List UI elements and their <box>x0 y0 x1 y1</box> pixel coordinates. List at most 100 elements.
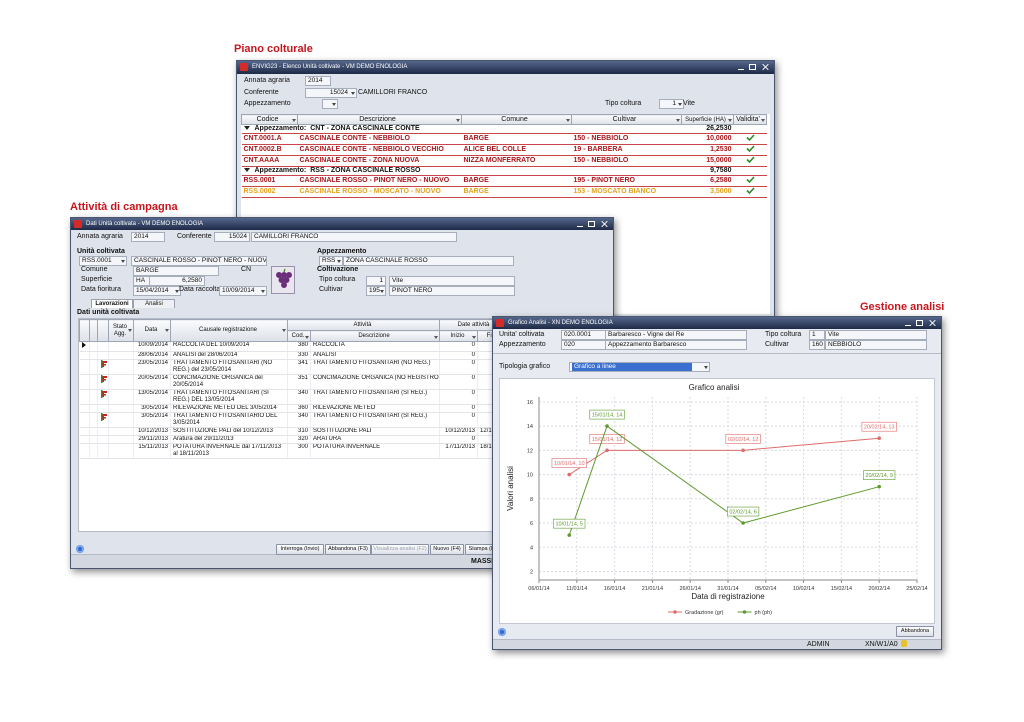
column-header <box>79 319 90 342</box>
close-button[interactable] <box>929 320 935 326</box>
cell: 20/05/2014 <box>133 374 171 390</box>
expand-icon[interactable] <box>243 168 250 173</box>
cell: TRATTAMENTO FITOSANITARIO DEL 3/05/2014 <box>170 412 288 428</box>
title-bar: ENVIG23 - Elenco Unità coltivate - VM DE… <box>237 61 774 74</box>
legend-label: Gradazione (gr) <box>685 610 724 616</box>
input-field[interactable]: RSS <box>319 256 343 266</box>
cell: 320 <box>287 435 311 444</box>
tab[interactable]: Analisi <box>133 299 175 308</box>
input-field[interactable]: NEBBIOLO <box>825 340 927 350</box>
data-row[interactable]: 29/11/2013 Aratura del 29/11/2013 320 ARATU… <box>79 435 511 444</box>
maximize-button[interactable] <box>588 221 595 227</box>
column-header[interactable]: Data <box>133 319 171 342</box>
data-row[interactable]: RSS.0001 CASCINALE ROSSO - PINOT NERO - N… <box>241 175 767 187</box>
input-field[interactable]: 195 <box>366 286 386 296</box>
input-field[interactable]: CAMILLORI FRANCO <box>251 232 457 242</box>
column-header[interactable]: Descrizione <box>297 114 462 125</box>
data-row[interactable]: 3/05/2014 TRATTAMENTO FITOSANITARIO DEL 3… <box>79 412 511 428</box>
dropdown-arrow <box>121 260 125 263</box>
input-field[interactable]: Vite <box>389 276 515 286</box>
field-label: Cultivar <box>765 341 789 348</box>
maximize-button[interactable] <box>749 64 756 70</box>
input-field[interactable]: RSS.0001 <box>79 256 127 266</box>
data-row[interactable]: 15/11/2013 POTATURA INVERNALE dal 17/11/2… <box>79 443 511 459</box>
minimize-button[interactable] <box>577 221 583 227</box>
data-row[interactable]: CNT.AAAA CASCINALE CONTE - ZONA NUOVA NIZZ… <box>241 155 767 167</box>
button[interactable]: Abbandona <box>896 626 934 637</box>
input-field[interactable] <box>322 99 338 109</box>
data-row[interactable]: CNT.0002.B CASCINALE CONTE - NEBBIOLO VEC… <box>241 144 767 156</box>
help-icon[interactable] <box>76 545 84 553</box>
cell: BARGE <box>461 186 572 198</box>
column-header[interactable]: Comune <box>461 114 572 125</box>
input-field[interactable]: 6,2580 <box>149 276 205 286</box>
input-field[interactable]: Appezzamento Barbaresco <box>605 340 747 350</box>
input-field[interactable]: 020 <box>561 340 607 350</box>
cell: 300 <box>287 443 311 459</box>
cell: TRATTAMENTO FITOSANITARI (SI REG.) <box>310 412 441 428</box>
close-button[interactable] <box>601 221 607 227</box>
input-field[interactable]: Vite <box>825 330 927 340</box>
input-field[interactable]: Barbaresco - Vigne del Re <box>605 330 747 340</box>
cell: 15,0000 <box>681 155 734 167</box>
column-header[interactable]: Superficie (HA) <box>681 114 734 125</box>
input-field[interactable]: ZONA CASCINALE ROSSO <box>343 256 514 266</box>
column-header[interactable]: Validita' <box>733 114 767 125</box>
column-header[interactable]: Descrizione <box>309 330 441 342</box>
data-row[interactable]: 3/05/2014 RILEVAZIONE METEO DEL 3/05/2014… <box>79 404 511 413</box>
input-field[interactable]: BARGE <box>133 266 219 276</box>
column-header[interactable]: Cod. <box>287 330 311 342</box>
column-header[interactable]: Causale registrazione <box>170 319 288 342</box>
column-header[interactable]: Cultivar <box>571 114 682 125</box>
input-field[interactable]: 1 <box>809 330 825 340</box>
column-header[interactable]: Stato Agg. <box>108 319 134 342</box>
data-row[interactable]: 13/05/2014 TRATTAMENTO FITOSANITARI (SI R… <box>79 389 511 405</box>
flag-pole <box>101 360 103 368</box>
help-icon[interactable] <box>498 628 506 636</box>
input-field[interactable]: 2014 <box>131 232 165 242</box>
input-field[interactable]: 1 <box>366 276 386 286</box>
input-field[interactable]: 160 <box>809 340 825 350</box>
input-field[interactable]: 2014 <box>305 76 331 86</box>
button[interactable]: Nuovo (F4) <box>430 544 464 555</box>
valid-check <box>745 156 755 164</box>
cell: 153 - MOSCATO BIANCO <box>571 186 682 198</box>
dropdown[interactable]: Grafico a linee <box>569 362 710 372</box>
group-cell: Appezzamento: CNT - ZONA CASCINALE CONTE <box>241 124 682 134</box>
flag-cell <box>97 341 109 352</box>
data-row[interactable]: 23/05/2014 TRATTAMENTO FITOSANITARI (NO R… <box>79 359 511 375</box>
data-row[interactable]: CNT.0001.A CASCINALE CONTE - NEBBIOLO BARG… <box>241 133 767 145</box>
input-field[interactable]: 15024 <box>214 232 250 242</box>
tab[interactable]: Lavorazioni <box>91 299 133 308</box>
group-row: Appezzamento: RSS - ZONA CASCINALE ROSSO 9… <box>241 166 767 176</box>
data-row[interactable]: 28/06/2014 ANALISI del 28/06/2014 330 ANALI… <box>79 351 511 360</box>
data-row[interactable]: RSS.0002 CASCINALE ROSSO - MOSCATO - NUOV… <box>241 186 767 198</box>
maximize-button[interactable] <box>916 320 923 326</box>
close-button[interactable] <box>762 64 768 70</box>
button[interactable]: Abbandona (F3) <box>325 544 371 555</box>
field-label: Dati unità coltivata <box>77 309 140 316</box>
input-field[interactable]: 15/04/2014 <box>133 286 181 296</box>
input-field[interactable]: 1 <box>659 99 684 109</box>
button[interactable]: Interroga (Invio) <box>276 544 324 555</box>
input-field[interactable]: 10/09/2014 <box>219 286 267 296</box>
sort-arrow <box>128 329 132 333</box>
column-header[interactable]: Inizio <box>439 330 479 342</box>
minimize-button[interactable] <box>738 64 744 70</box>
data-row[interactable]: 20/05/2014 CONCIMAZIONE ORGANICA del 20/0… <box>79 374 511 390</box>
field-label: Conferente <box>244 89 279 96</box>
input-field[interactable]: 15024 <box>305 88 357 98</box>
minimize-button[interactable] <box>905 320 911 326</box>
data-point <box>605 448 609 453</box>
cell: CASCINALE CONTE - NEBBIOLO VECCHIO <box>297 144 462 156</box>
cell: CONCIMAZIONE ORGANICA (NO REGISTRO) <box>310 374 441 390</box>
data-row[interactable]: 10/09/2014 RACCOLTA DEL 10/09/2014 380 RACC… <box>79 341 511 352</box>
button[interactable]: Visualizza analisi (F2) <box>371 544 429 555</box>
data-row[interactable]: 10/12/2013 SOSTITUZIONE PALI del 10/12/20… <box>79 427 511 436</box>
expand-icon[interactable] <box>243 126 250 131</box>
input-field[interactable]: 020.0001 <box>561 330 607 340</box>
sort-arrow <box>456 119 460 123</box>
input-field[interactable]: CASCINALE ROSSO - PINOT NERO - NUOVO <box>131 256 267 266</box>
input-field[interactable]: PINOT NERO <box>389 286 515 296</box>
column-header[interactable]: Codice <box>241 114 298 125</box>
